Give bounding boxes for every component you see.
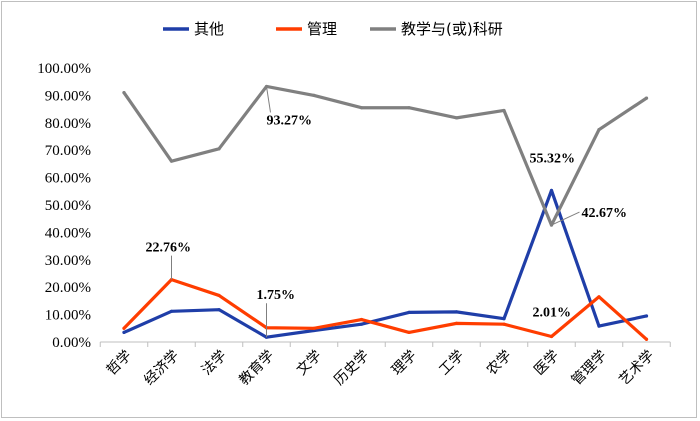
data-point	[312, 326, 316, 330]
x-tick-label: 农学	[484, 348, 515, 379]
annotation-label: 22.76%	[146, 241, 192, 256]
data-point	[407, 310, 411, 315]
data-point	[359, 106, 364, 110]
y-tick-label: 70.00%	[45, 143, 91, 159]
annotation-label: 1.75%	[257, 288, 296, 303]
series-line-0	[122, 188, 649, 339]
series-line-2	[122, 84, 649, 227]
annotation-layer: 93.27% 22.76% 1.75% 55.32% 42.67% 2.01%	[146, 86, 628, 338]
data-point	[122, 91, 126, 95]
x-tick-label: 文学	[294, 348, 325, 379]
data-point	[217, 293, 221, 298]
x-tick-label: 工学	[436, 348, 467, 379]
data-point	[502, 322, 506, 326]
y-tick-label: 100.00%	[37, 61, 91, 77]
data-point	[169, 309, 174, 313]
data-point	[502, 317, 506, 321]
annotation-leader	[266, 86, 271, 113]
data-point	[644, 337, 649, 341]
y-tick-label: 30.00%	[45, 253, 91, 269]
x-tick-label: 管理学	[569, 348, 610, 389]
data-point	[597, 128, 601, 132]
x-tick-label: 理学	[389, 348, 420, 379]
data-point	[359, 322, 364, 326]
y-tick-label: 20.00%	[45, 280, 91, 296]
data-point	[597, 295, 601, 299]
data-point	[217, 147, 221, 151]
data-point	[454, 310, 459, 314]
data-point	[549, 334, 554, 339]
y-tick-label: 0.00%	[52, 335, 91, 351]
series-layer	[122, 84, 649, 341]
y-axis: 0.00% 10.00% 20.00% 30.00% 40.00% 50.00% 60.00…	[37, 61, 91, 351]
data-point	[359, 317, 364, 322]
data-point	[454, 321, 459, 325]
annotation-label: 93.27%	[267, 113, 313, 128]
x-tick-label: 医学	[531, 348, 562, 379]
series-line-1	[122, 278, 649, 341]
data-point	[644, 96, 649, 100]
y-tick-label: 80.00%	[45, 116, 91, 132]
y-tick-label: 60.00%	[45, 171, 91, 187]
data-point	[549, 188, 554, 193]
x-tick-label: 艺术学	[616, 348, 657, 389]
x-tick-label: 法学	[199, 348, 230, 379]
annotation-leader	[551, 211, 580, 226]
y-tick-label: 10.00%	[45, 308, 91, 324]
x-tick-label: 经济学	[141, 348, 182, 389]
x-axis: 哲学 经济学 法学 教育学 文学 历史学 理学 工学 农学 医学 管理学 艺术学	[99, 341, 671, 389]
data-point	[644, 314, 649, 318]
annotation-label: 2.01%	[533, 305, 572, 320]
x-tick-label: 哲学	[104, 348, 135, 379]
data-point	[597, 324, 601, 328]
data-point	[502, 108, 506, 113]
annotation-label: 42.67%	[582, 206, 628, 221]
legend: 其他 管理 教学与(或)科研	[163, 20, 503, 38]
data-point	[407, 106, 411, 110]
data-point	[122, 326, 126, 330]
data-point	[407, 330, 411, 335]
legend-label: 管理	[307, 20, 337, 38]
y-tick-label: 50.00%	[45, 198, 91, 214]
data-point	[217, 308, 221, 312]
y-tick-label: 40.00%	[45, 225, 91, 241]
x-tick-label: 教育学	[236, 348, 277, 389]
annotation-label: 55.32%	[530, 151, 576, 166]
data-point	[454, 116, 459, 120]
legend-label: 其他	[194, 20, 224, 38]
data-point	[312, 93, 316, 97]
legend-label: 教学与(或)科研	[401, 20, 503, 38]
x-tick-label: 历史学	[331, 348, 372, 389]
y-tick-label: 90.00%	[45, 88, 91, 104]
data-point	[122, 330, 126, 335]
data-point	[169, 159, 174, 163]
